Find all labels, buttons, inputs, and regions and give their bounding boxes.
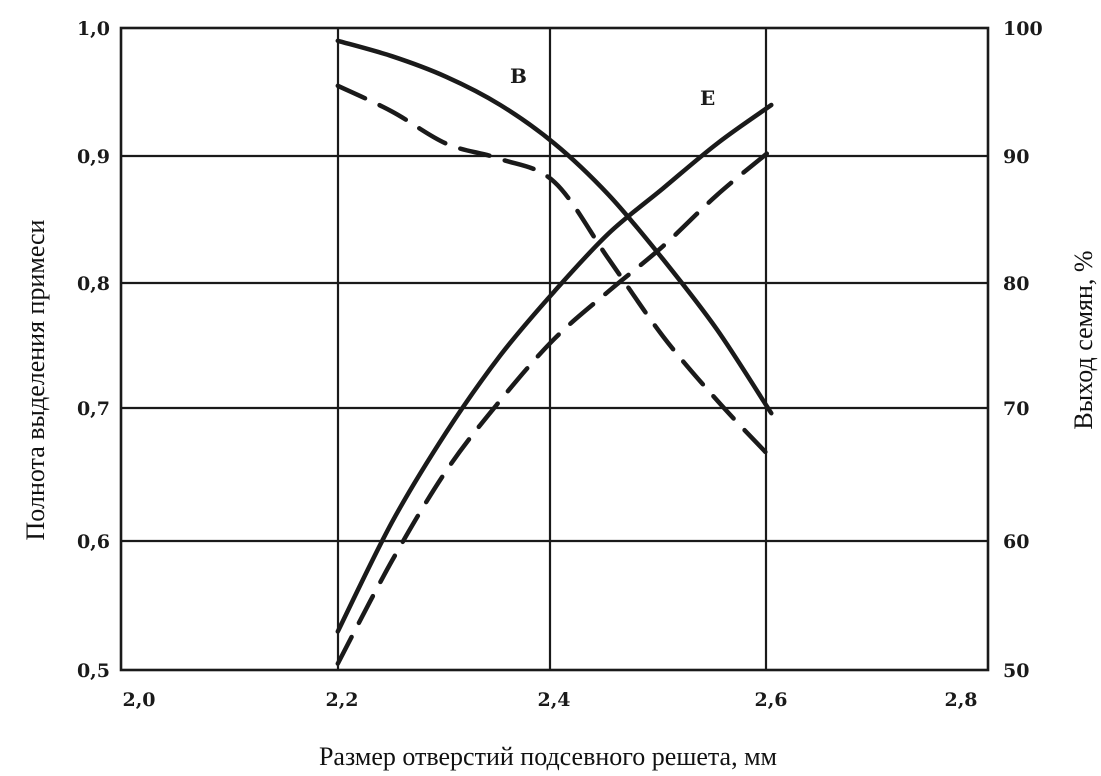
y2-tick-label: 70	[1003, 398, 1029, 420]
y-axis-title-left: Полнота выделения примеси	[21, 219, 50, 540]
y-tick-label: 0,8	[77, 273, 110, 295]
x-tick-label: 2,2	[325, 689, 358, 711]
y-tick-label: 1,0	[77, 18, 110, 40]
curve-label-b: В	[510, 64, 527, 88]
series-e-solid-line	[335, 102, 774, 634]
x-axis-title: Размер отверстий подсевного решета, мм	[319, 742, 777, 771]
grid-lines	[121, 28, 988, 670]
y-axis-left-ticks: 0,5 0,6 0,7 0,8 0,9 1,0	[77, 18, 110, 682]
x-axis-ticks: 2,0 2,2 2,4 2,6 2,8	[122, 689, 977, 711]
series-b-dashed-line	[335, 83, 774, 461]
y2-tick-label: 60	[1003, 531, 1029, 553]
y2-tick-label: 50	[1003, 660, 1029, 682]
y-axis-right-ticks: 50 60 70 80 90 100	[1003, 18, 1043, 682]
y-tick-label: 0,6	[77, 531, 110, 553]
x-tick-label: 2,4	[537, 689, 570, 711]
y2-tick-label: 100	[1003, 18, 1043, 40]
y2-tick-label: 80	[1003, 273, 1029, 295]
x-tick-label: 2,8	[944, 689, 977, 711]
x-tick-label: 2,6	[754, 689, 787, 711]
series-b-solid-line	[335, 38, 774, 416]
y2-tick-label: 90	[1003, 146, 1029, 168]
plot-frame	[119, 26, 990, 672]
y-axis-title-right: Выход семян, %	[1069, 250, 1098, 429]
curve-label-e: Е	[700, 86, 715, 110]
series-layer	[335, 38, 774, 666]
y-tick-label: 0,7	[77, 398, 110, 420]
y-tick-label: 0,5	[77, 660, 110, 682]
series-e-dashed-line	[335, 147, 774, 666]
y-tick-label: 0,9	[77, 146, 110, 168]
x-tick-label: 2,0	[122, 689, 155, 711]
